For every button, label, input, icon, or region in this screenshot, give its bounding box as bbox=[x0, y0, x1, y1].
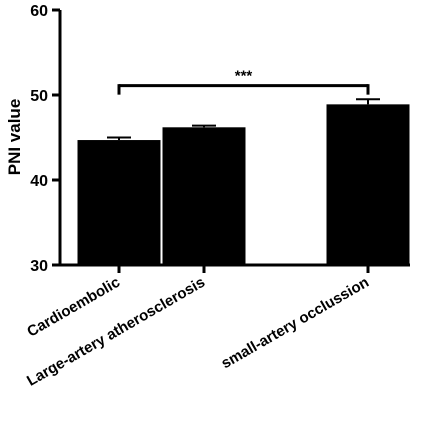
y-tick-label: 40 bbox=[30, 173, 48, 190]
significance-label: *** bbox=[235, 68, 253, 85]
y-tick-label: 30 bbox=[30, 258, 48, 275]
y-tick-label: 50 bbox=[30, 88, 48, 105]
y-axis-title: PNI value bbox=[5, 99, 24, 176]
y-tick-label: 60 bbox=[30, 3, 48, 20]
bar bbox=[77, 140, 161, 265]
bar bbox=[162, 127, 246, 265]
category-label: small-artery occlussion bbox=[218, 274, 372, 373]
bar bbox=[326, 104, 410, 265]
